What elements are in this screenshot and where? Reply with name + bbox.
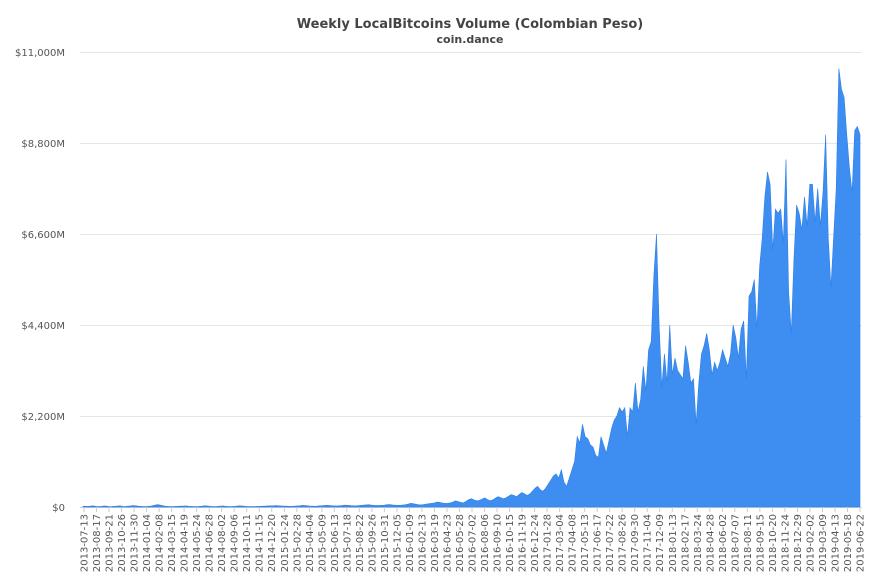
y-tick-label: $6,600M xyxy=(21,230,65,241)
series-area xyxy=(82,68,861,508)
x-tick-label: 2016-12-24 xyxy=(530,514,541,572)
chart-title: Weekly LocalBitcoins Volume (Colombian P… xyxy=(297,17,643,32)
y-axis: $0 $2,200M $4,400M $6,600M $8,800M $11,000M xyxy=(15,48,65,514)
x-tick-label: 2016-09-10 xyxy=(493,514,504,572)
x-tick-label: 2017-01-28 xyxy=(543,514,554,572)
chart-subtitle: coin.dance xyxy=(437,33,504,46)
x-tick-label: 2018-12-29 xyxy=(793,514,804,572)
x-tick-label: 2016-08-06 xyxy=(480,514,491,572)
x-tick-label: 2017-05-13 xyxy=(580,514,591,572)
x-tick-label: 2017-04-08 xyxy=(568,514,579,572)
x-tick-label: 2018-11-24 xyxy=(780,514,791,572)
x-tick-label: 2017-06-17 xyxy=(593,514,604,572)
x-tick-label: 2015-05-09 xyxy=(317,514,328,572)
x-tick-label: 2013-09-21 xyxy=(105,514,116,572)
x-tick-label: 2017-03-04 xyxy=(555,514,566,572)
x-tick-label: 2015-01-24 xyxy=(280,514,291,572)
x-tick-label: 2013-10-26 xyxy=(117,514,128,572)
x-tick-label: 2018-10-20 xyxy=(768,514,779,572)
x-tick-label: 2018-02-17 xyxy=(680,514,691,572)
x-tick-label: 2014-06-28 xyxy=(205,514,216,572)
x-tick-label: 2016-07-02 xyxy=(468,514,479,572)
x-tick-label: 2014-11-15 xyxy=(255,514,266,572)
x-tick-label: 2016-02-13 xyxy=(417,514,428,572)
x-tick-label: 2013-08-17 xyxy=(92,514,103,572)
x-tick-label: 2019-05-18 xyxy=(843,514,854,572)
x-tick-label: 2016-01-09 xyxy=(405,514,416,572)
area-layer xyxy=(82,68,861,508)
x-tick-label: 2014-01-04 xyxy=(142,514,153,572)
x-tick-label: 2014-02-08 xyxy=(155,514,166,572)
x-tick-label: 2014-03-15 xyxy=(167,514,178,572)
x-tick-label: 2014-05-24 xyxy=(192,514,203,572)
x-tick-label: 2015-08-22 xyxy=(355,514,366,572)
x-tick-label: 2015-04-04 xyxy=(305,514,316,572)
x-tick-label: 2015-10-31 xyxy=(380,514,391,572)
grid-layer xyxy=(80,52,862,508)
x-tick-label: 2014-08-02 xyxy=(217,514,228,572)
x-tick-label: 2018-09-15 xyxy=(755,514,766,572)
x-tick-label: 2018-03-24 xyxy=(693,514,704,572)
y-tick-label: $8,800M xyxy=(21,139,65,150)
x-tick-label: 2019-06-22 xyxy=(856,514,867,572)
x-tick-label: 2016-10-15 xyxy=(505,514,516,572)
x-tick-label: 2015-12-05 xyxy=(392,514,403,572)
x-tick-label: 2016-04-23 xyxy=(442,514,453,572)
x-tick-label: 2018-01-13 xyxy=(668,514,679,572)
x-tick-label: 2017-12-09 xyxy=(655,514,666,572)
x-tick-label: 2019-04-13 xyxy=(830,514,841,572)
x-tick-label: 2014-12-20 xyxy=(267,514,278,572)
x-axis: 2013-07-13 2013-08-17 2013-09-21 2013-10-26… xyxy=(80,507,867,572)
x-tick-label: 2015-09-26 xyxy=(367,514,378,572)
x-tick-label: 2019-03-09 xyxy=(818,514,829,572)
x-tick-label: 2018-08-11 xyxy=(743,514,754,572)
x-tick-label: 2018-07-07 xyxy=(730,514,741,572)
x-tick-label: 2015-02-28 xyxy=(292,514,303,572)
x-tick-label: 2015-07-18 xyxy=(342,514,353,572)
x-tick-label: 2014-09-06 xyxy=(230,514,241,572)
x-tick-label: 2013-11-30 xyxy=(130,514,141,572)
x-tick-label: 2017-07-22 xyxy=(605,514,616,572)
x-tick-label: 2017-11-04 xyxy=(643,514,654,572)
x-tick-label: 2013-07-13 xyxy=(80,514,91,572)
x-tick-label: 2017-08-26 xyxy=(618,514,629,572)
y-tick-label: $4,400M xyxy=(21,321,65,332)
x-tick-label: 2014-04-19 xyxy=(180,514,191,572)
x-tick-label: 2018-04-28 xyxy=(705,514,716,572)
y-tick-label: $2,200M xyxy=(21,412,65,423)
x-tick-label: 2015-06-13 xyxy=(330,514,341,572)
x-tick-label: 2014-10-11 xyxy=(242,514,253,572)
x-tick-label: 2016-03-19 xyxy=(430,514,441,572)
x-tick-label: 2019-02-02 xyxy=(805,514,816,572)
x-tick-label: 2017-09-30 xyxy=(630,514,641,572)
x-tick-label: 2016-05-28 xyxy=(455,514,466,572)
y-tick-label: $0 xyxy=(52,503,65,514)
x-tick-label: 2016-11-19 xyxy=(518,514,529,572)
x-tick-label: 2018-06-02 xyxy=(718,514,729,572)
y-tick-label: $11,000M xyxy=(15,48,65,59)
